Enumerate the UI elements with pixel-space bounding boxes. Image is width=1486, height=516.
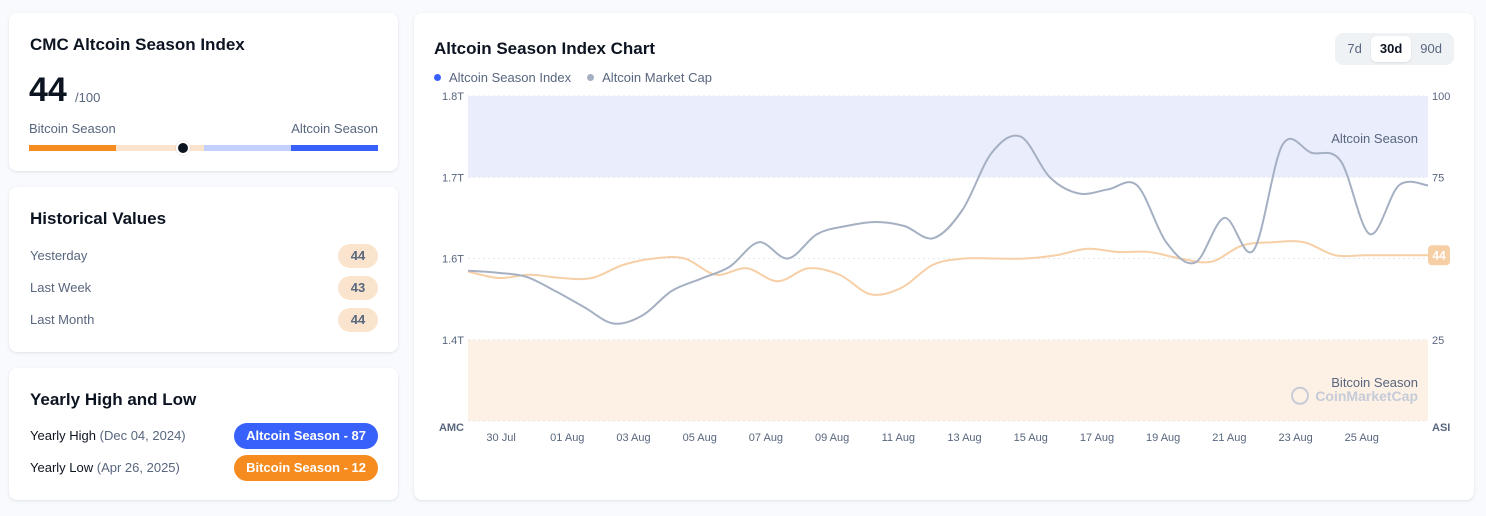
range-tabs: 7d 30d 90d	[1335, 33, 1454, 65]
yearly-high-badge: Altcoin Season - 87	[234, 423, 378, 449]
historical-values-card: Historical Values Yesterday 44 Last Week…	[9, 187, 398, 352]
watermark-text: CoinMarketCap	[1315, 388, 1418, 404]
zone-label-altcoin: Altcoin Season	[1331, 131, 1418, 146]
zone-label-bitcoin: Bitcoin Season	[1331, 375, 1418, 390]
hist-label: Last Month	[30, 312, 95, 327]
season-gauge	[29, 141, 378, 155]
x-axis-tick: 21 Aug	[1212, 432, 1246, 444]
coinmarketcap-logo-icon	[1291, 386, 1309, 405]
index-chart-card: Altcoin Season Bitcoin Season CoinMarketCa…	[414, 13, 1474, 500]
legend-dot-icon	[434, 74, 441, 81]
chart-title: Altcoin Season Index Chart	[434, 39, 656, 58]
tab-7d[interactable]: 7d	[1347, 41, 1362, 56]
yearly-high-row: Yearly High (Dec 04, 2024) Altcoin Seaso…	[30, 423, 378, 449]
left-axis-tick: 1.8T	[442, 91, 464, 103]
legend-label: Altcoin Market Cap	[602, 70, 712, 85]
yearly-low-label: Yearly Low (Apr 26, 2025)	[30, 460, 180, 475]
yearly-low-date: (Apr 26, 2025)	[96, 460, 180, 475]
x-axis-tick: 30 Jul	[486, 432, 515, 444]
yearly-title: Yearly High and Low	[30, 390, 197, 409]
yearly-low-text: Yearly Low	[30, 460, 94, 475]
left-axis-tick: 1.7T	[442, 172, 464, 184]
legend-item-index[interactable]: Altcoin Season Index	[434, 70, 571, 85]
tab-90d[interactable]: 90d	[1420, 41, 1442, 56]
x-axis-tick: 17 Aug	[1080, 432, 1114, 444]
left-axis-tick: 1.4T	[442, 335, 464, 347]
left-axis-label: AMC	[439, 422, 464, 434]
gauge-left-label: Bitcoin Season	[29, 121, 116, 136]
index-max: /100	[75, 90, 101, 105]
tab-30d[interactable]: 30d	[1370, 36, 1412, 62]
yearly-low-row: Yearly Low (Apr 26, 2025) Bitcoin Season…	[30, 455, 378, 481]
yearly-high-label: Yearly High (Dec 04, 2024)	[30, 428, 186, 443]
gauge-segment-bitcoin	[29, 145, 117, 151]
zone-altcoin	[468, 96, 1428, 178]
x-axis-tick: 05 Aug	[683, 432, 717, 444]
series-line-altcoin-index	[467, 240, 1428, 296]
current-value-badge	[1428, 245, 1450, 266]
historical-title: Historical Values	[30, 209, 167, 228]
yearly-low-badge: Bitcoin Season - 12	[234, 455, 378, 481]
hist-value-pill: 43	[338, 276, 378, 300]
hist-value-pill: 44	[338, 244, 378, 268]
gauge-right-label: Altcoin Season	[291, 121, 378, 136]
legend-dot-icon	[587, 74, 595, 81]
gauge-segment-altcoin-light	[203, 145, 291, 151]
yearly-high-date: (Dec 04, 2024)	[99, 428, 186, 443]
x-axis-tick: 15 Aug	[1014, 432, 1048, 444]
hist-row-yesterday: Yesterday 44	[30, 244, 378, 268]
altcoin-index-card: CMC Altcoin Season Index 44 /100 Bitcoin…	[9, 13, 398, 171]
legend-label: Altcoin Season Index	[449, 70, 572, 85]
x-axis-tick: 25 Aug	[1345, 432, 1379, 444]
gauge-indicator	[175, 141, 190, 155]
right-axis-label: ASI	[1432, 422, 1450, 434]
hist-label: Yesterday	[30, 248, 88, 263]
x-axis-tick: 19 Aug	[1146, 432, 1180, 444]
zone-bitcoin	[468, 339, 1428, 421]
yearly-high-low-card: Yearly High and Low Yearly High (Dec 04,…	[9, 368, 398, 500]
right-axis-tick: 75	[1432, 172, 1444, 184]
hist-row-last-week: Last Week 43	[30, 276, 378, 300]
current-value-label: 44	[1432, 248, 1446, 262]
right-axis-tick: 100	[1432, 91, 1450, 103]
index-chart: Altcoin Season Bitcoin SeasonCoinMarketCa…	[439, 91, 1450, 444]
x-axis-tick: 13 Aug	[947, 432, 981, 444]
gauge-segment-bitcoin-light	[116, 145, 204, 151]
gauge-segment-altcoin	[290, 145, 378, 151]
x-axis-tick: 07 Aug	[749, 432, 783, 444]
chart-legend: Altcoin Season Index Altcoin Market Cap	[434, 70, 728, 85]
x-axis-tick: 09 Aug	[815, 432, 849, 444]
series-line-market-cap	[467, 134, 1429, 325]
hist-label: Last Week	[30, 280, 92, 295]
hist-row-last-month: Last Month 44	[30, 308, 378, 332]
index-value: 44	[29, 71, 67, 109]
hist-value-pill: 44	[338, 308, 378, 332]
index-card-title: CMC Altcoin Season Index	[30, 35, 245, 54]
x-axis-tick: 03 Aug	[616, 432, 650, 444]
x-axis-tick: 11 Aug	[882, 432, 915, 444]
right-axis-tick: 25	[1432, 335, 1444, 347]
yearly-high-text: Yearly High	[30, 428, 97, 443]
x-axis-tick: 01 Aug	[550, 432, 584, 444]
legend-item-market-cap[interactable]: Altcoin Market Cap	[587, 70, 712, 85]
x-axis-tick: 23 Aug	[1278, 432, 1312, 444]
left-axis-tick: 1.6T	[442, 254, 464, 266]
